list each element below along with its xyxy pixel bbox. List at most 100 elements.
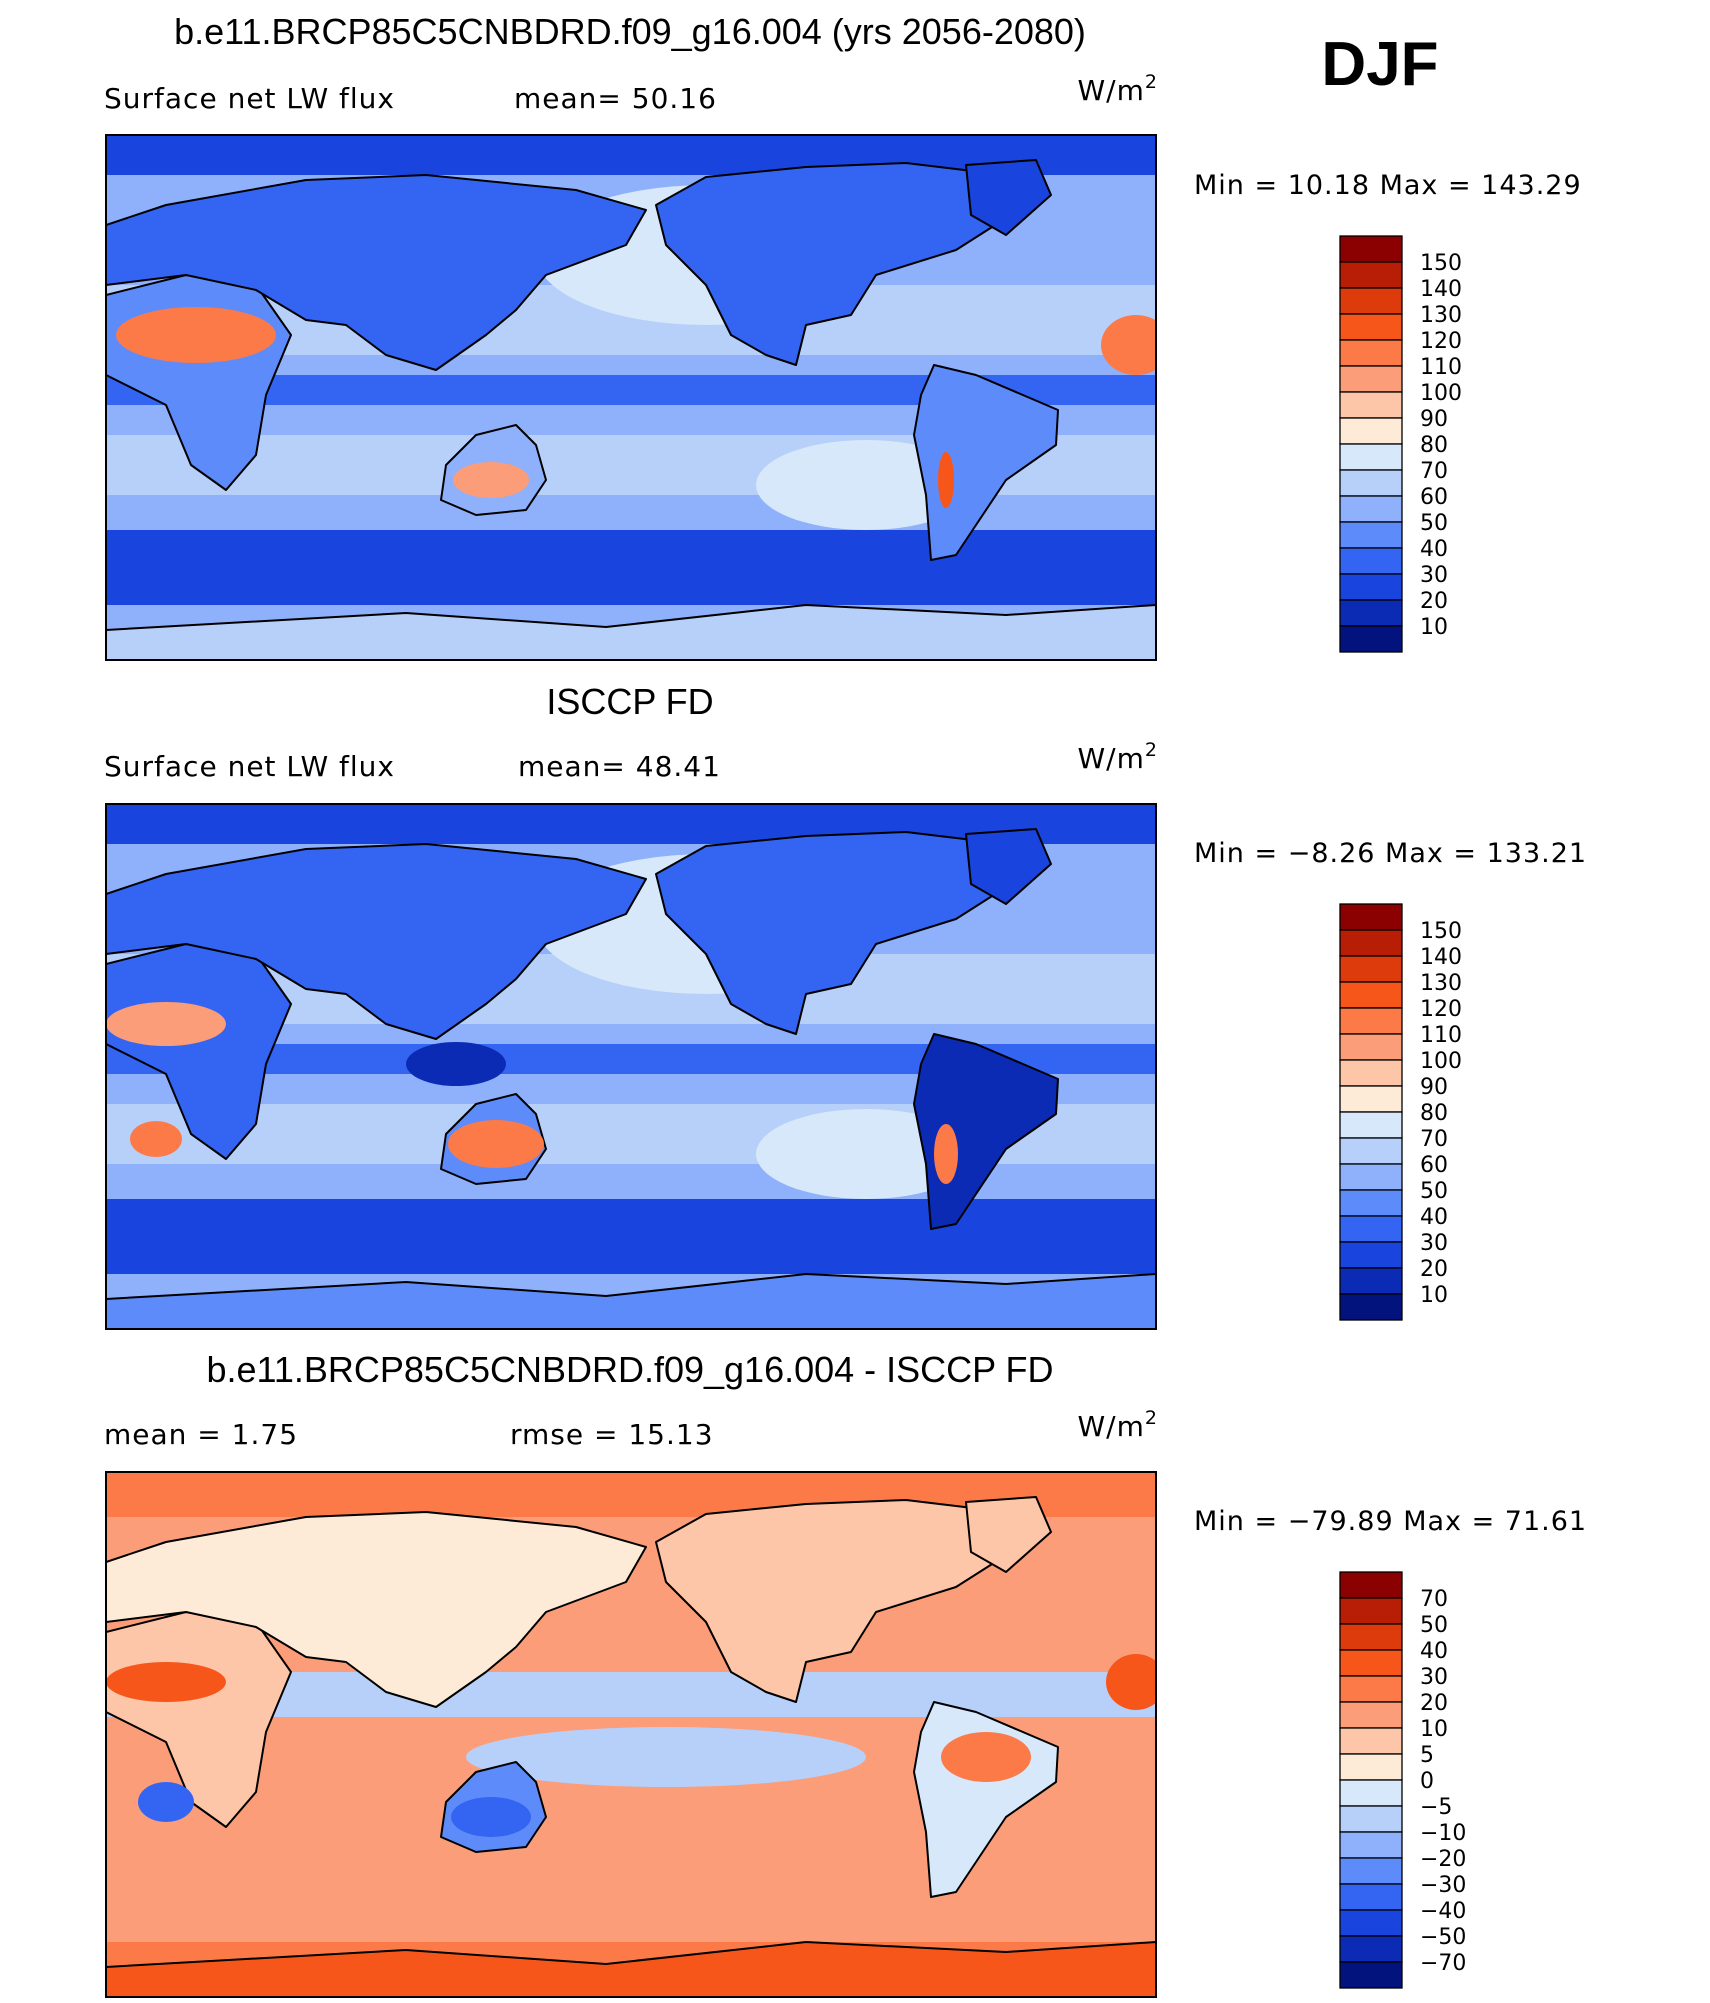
- map-frame: [105, 803, 1157, 1330]
- min-max-text: Min = −79.89 Max = 71.61: [1194, 1506, 1587, 1537]
- continent-antarctica: [106, 604, 1156, 660]
- continent-greenland: [965, 159, 1052, 236]
- continent-namerica: [655, 162, 1012, 366]
- colorbar-level-label: 80: [1420, 1101, 1448, 1126]
- colorbar-level-label: 5: [1420, 1743, 1434, 1768]
- colorbar-level-label: 30: [1420, 1231, 1448, 1256]
- units-base: W/m: [1078, 1410, 1145, 1443]
- colorbar-swatch: [1339, 261, 1403, 289]
- colorbar-swatch: [1339, 1675, 1403, 1703]
- panel-model: b.e11.BRCP85C5CNBDRD.f09_g16.004 (yrs 20…: [104, 11, 1581, 661]
- colorbar-swatch: [1339, 521, 1403, 549]
- rmse-value: rmse = 15.13: [510, 1418, 714, 1451]
- australia-hotspot: [448, 1120, 544, 1168]
- colorbar-level-label: 140: [1420, 277, 1462, 302]
- sahara-hotspot: [116, 307, 276, 363]
- colorbar-level-label: 70: [1420, 1587, 1448, 1612]
- colorbar-swatch: [1339, 1753, 1403, 1781]
- colorbar-level-label: 10: [1420, 1717, 1448, 1742]
- colorbar-swatch: [1339, 235, 1403, 263]
- colorbar-level-label: 70: [1420, 459, 1448, 484]
- colorbar-swatch: [1339, 1649, 1403, 1677]
- units-exponent: 2: [1145, 71, 1158, 93]
- colorbar-swatch: [1339, 313, 1403, 341]
- colorbar-level-label: 40: [1420, 537, 1448, 562]
- units-exponent: 2: [1145, 739, 1158, 761]
- andes-hotspot: [934, 1124, 958, 1184]
- colorbar-swatch: [1339, 469, 1403, 497]
- units-exponent: 2: [1145, 1407, 1158, 1429]
- colorbar-swatch: [1339, 365, 1403, 393]
- colorbar-swatch: [1339, 1935, 1403, 1963]
- kalahari-cool: [138, 1782, 194, 1822]
- colorbar-level-label: 0: [1420, 1769, 1434, 1794]
- colorbar-level-label: 20: [1420, 589, 1448, 614]
- colorbar-level-label: 50: [1420, 1613, 1448, 1638]
- colorbar-swatch: [1339, 1163, 1403, 1191]
- colorbar-level-label: 80: [1420, 433, 1448, 458]
- mean-value: mean= 48.41: [518, 750, 721, 783]
- colorbar-level-label: 50: [1420, 1179, 1448, 1204]
- colorbar-swatch: [1339, 1779, 1403, 1807]
- colorbar-level-label: −30: [1420, 1873, 1466, 1898]
- colorbar-swatch: [1339, 1189, 1403, 1217]
- colorbar-level-label: 90: [1420, 407, 1448, 432]
- colorbar-level-label: −10: [1420, 1821, 1466, 1846]
- field-label: Surface net LW flux: [104, 82, 395, 115]
- colorbar-level-label: 110: [1420, 1023, 1462, 1048]
- continent-antarctica: [106, 1941, 1156, 1997]
- colorbar-swatch: [1339, 495, 1403, 523]
- pacific-patch: [466, 1727, 866, 1787]
- colorbar-swatch: [1339, 1085, 1403, 1113]
- colorbar-level-label: 30: [1420, 1665, 1448, 1690]
- colorbar-level-label: −40: [1420, 1899, 1466, 1924]
- continent-namerica: [655, 1499, 1012, 1703]
- sahara-warm: [106, 1662, 226, 1702]
- colorbar-swatch: [1339, 903, 1403, 931]
- colorbar-level-label: 130: [1420, 971, 1462, 996]
- mean-value: mean = 1.75: [104, 1418, 298, 1451]
- units-label: W/m2: [1078, 71, 1159, 107]
- colorbar-level-label: 140: [1420, 945, 1462, 970]
- colorbar-swatch: [1339, 417, 1403, 445]
- continent-antarctica: [106, 1273, 1156, 1329]
- colorbar-swatch: [1339, 443, 1403, 471]
- colorbar-level-label: 10: [1420, 615, 1448, 640]
- colorbar-swatch: [1339, 1623, 1403, 1651]
- units-label: W/m2: [1078, 1407, 1159, 1443]
- southern-ocean-band: [106, 1199, 1156, 1274]
- colorbar-swatch: [1339, 1241, 1403, 1269]
- panel-title: b.e11.BRCP85C5CNBDRD.f09_g16.004 - ISCCP…: [206, 1349, 1053, 1390]
- colorbar-swatch: [1339, 1111, 1403, 1139]
- colorbar-level-label: 110: [1420, 355, 1462, 380]
- colorbar-level-label: 130: [1420, 303, 1462, 328]
- colorbar-level-label: −5: [1420, 1795, 1452, 1820]
- map-plot: [105, 134, 1157, 661]
- colorbar-swatch: [1339, 1267, 1403, 1295]
- amazon-warm: [941, 1732, 1031, 1782]
- colorbar-swatch: [1339, 547, 1403, 575]
- colorbar-level-label: 50: [1420, 511, 1448, 536]
- colorbar-swatch: [1339, 1857, 1403, 1885]
- andes-hotspot: [938, 452, 954, 508]
- colorbar-swatch: [1339, 1805, 1403, 1833]
- colorbar-swatch: [1339, 339, 1403, 367]
- southern-ocean-band: [106, 530, 1156, 605]
- colorbar-swatch: [1339, 1831, 1403, 1859]
- colorbar-swatch: [1339, 955, 1403, 983]
- colorbar-swatch: [1339, 1033, 1403, 1061]
- colorbar-swatch: [1339, 1571, 1403, 1599]
- colorbar-level-label: 90: [1420, 1075, 1448, 1100]
- colorbar-swatch: [1339, 1007, 1403, 1035]
- colorbar-level-label: 10: [1420, 1283, 1448, 1308]
- colorbar-swatch: [1339, 1137, 1403, 1165]
- colorbar-level-label: 100: [1420, 381, 1462, 406]
- colorbar-level-label: 70: [1420, 1127, 1448, 1152]
- colorbar-level-label: 20: [1420, 1691, 1448, 1716]
- continent-eurasia: [106, 1511, 647, 1708]
- colorbar-level-label: 20: [1420, 1257, 1448, 1282]
